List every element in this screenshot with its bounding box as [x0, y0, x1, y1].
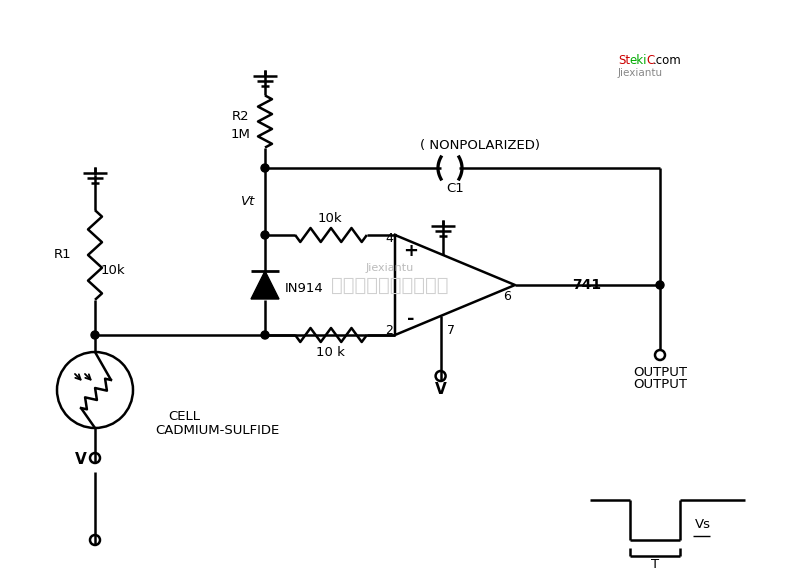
Text: 1M: 1M — [231, 128, 251, 141]
Text: 7: 7 — [447, 324, 455, 336]
Text: C1: C1 — [446, 182, 464, 194]
Text: eki: eki — [629, 54, 646, 67]
Polygon shape — [251, 271, 279, 299]
Text: 10k: 10k — [101, 263, 126, 276]
Text: IN914: IN914 — [285, 283, 324, 296]
Text: -: - — [408, 310, 415, 328]
Text: R2: R2 — [232, 110, 250, 123]
Text: OUTPUT: OUTPUT — [633, 377, 687, 391]
Text: +: + — [404, 242, 419, 260]
Text: Jiexiantu: Jiexiantu — [618, 68, 663, 78]
Circle shape — [261, 331, 269, 339]
Text: Vt: Vt — [240, 195, 255, 208]
Text: R1: R1 — [53, 249, 71, 262]
Text: T: T — [651, 558, 659, 571]
Text: V: V — [75, 453, 87, 468]
Text: Vs: Vs — [695, 519, 711, 531]
Circle shape — [261, 164, 269, 172]
Text: V: V — [435, 383, 447, 398]
Text: .com: .com — [653, 54, 681, 67]
Text: CELL: CELL — [168, 409, 200, 422]
Circle shape — [656, 281, 664, 289]
Text: 10 k: 10 k — [315, 346, 345, 360]
Text: CADMIUM-SULFIDE: CADMIUM-SULFIDE — [155, 423, 279, 436]
Text: 10k: 10k — [318, 211, 342, 224]
Text: Jiexiantu: Jiexiantu — [366, 263, 414, 273]
Circle shape — [261, 231, 269, 239]
Text: ( NONPOLARIZED): ( NONPOLARIZED) — [420, 140, 540, 152]
Text: OUTPUT: OUTPUT — [633, 366, 687, 378]
Text: 2: 2 — [385, 325, 393, 338]
Text: 741: 741 — [572, 278, 601, 292]
Text: 4: 4 — [385, 232, 393, 245]
Circle shape — [91, 331, 99, 339]
Text: St: St — [618, 54, 630, 67]
Text: 杭州将寫科技有限公司: 杭州将寫科技有限公司 — [331, 276, 449, 294]
Text: 6: 6 — [503, 290, 511, 304]
Text: C: C — [646, 54, 654, 67]
